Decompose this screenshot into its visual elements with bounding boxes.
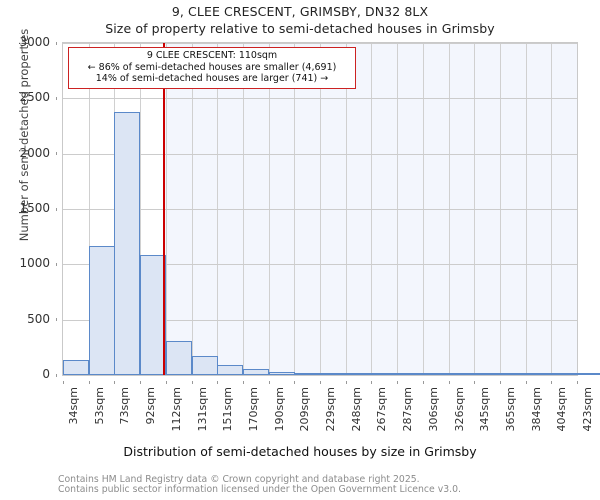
- histogram-bar: [346, 373, 372, 375]
- y-axis-tick-label: 1500: [19, 201, 50, 215]
- x-axis-tick-mark: [294, 381, 295, 384]
- histogram-bar: [243, 369, 269, 375]
- plot-area: [62, 42, 600, 376]
- histogram-bar: [114, 112, 140, 375]
- histogram-bar: [526, 373, 552, 375]
- y-axis-title-wrap: Number of semi-detached properties: [0, 0, 31, 420]
- x-axis-tick-mark: [192, 381, 193, 384]
- annotation-line-2: ← 86% of semi-detached houses are smalle…: [87, 61, 337, 73]
- property-annotation-box: 9 CLEE CRESCENT: 110sqm ← 86% of semi-de…: [68, 47, 356, 89]
- y-axis-tick-label: 500: [27, 311, 50, 326]
- x-axis-tick-label: 73sqm: [118, 387, 131, 425]
- histogram-bar: [474, 373, 500, 375]
- gridline-horizontal: [63, 320, 577, 321]
- y-axis-title: Number of semi-detached properties: [17, 28, 31, 242]
- y-axis-tick-mark: [56, 207, 57, 211]
- y-axis-tick-mark: [56, 262, 57, 266]
- x-axis-title: Distribution of semi-detached houses by …: [123, 444, 477, 459]
- histogram-bar: [423, 373, 449, 375]
- histogram-bar: [63, 360, 89, 375]
- x-axis-tick-mark: [217, 381, 218, 384]
- x-axis-tick-mark: [526, 381, 527, 384]
- histogram-bar: [140, 254, 166, 375]
- x-axis-tick-label: 384sqm: [530, 387, 543, 432]
- histogram-bar: [269, 372, 295, 375]
- x-axis-tick-label: 306sqm: [427, 387, 440, 432]
- x-axis-tick-label: 151sqm: [221, 387, 234, 432]
- x-axis-tick-label: 287sqm: [401, 387, 414, 432]
- y-axis-tick-label: 2000: [19, 145, 50, 160]
- y-axis-tick-mark: [56, 41, 57, 45]
- x-axis-tick-label: 404sqm: [555, 387, 568, 432]
- x-axis-tick-mark: [63, 381, 64, 384]
- histogram-bar: [500, 373, 526, 375]
- property-size-marker-line: [163, 43, 165, 375]
- x-axis-tick-label: 365sqm: [504, 387, 517, 432]
- x-axis-tick-mark: [166, 381, 167, 384]
- x-axis-tick-mark: [397, 381, 398, 384]
- gridline-horizontal: [63, 154, 577, 155]
- x-axis-tick-mark: [551, 381, 552, 384]
- footer-line-1: Contains HM Land Registry data © Crown c…: [58, 474, 420, 485]
- x-axis-tick-label: 92sqm: [144, 387, 157, 425]
- y-axis-tick-label: 2500: [19, 90, 50, 105]
- x-axis-tick-mark: [114, 381, 115, 384]
- x-axis-tick-label: 423sqm: [581, 387, 594, 432]
- x-axis-tick-label: 209sqm: [298, 387, 311, 432]
- y-axis-tick-label: 0: [42, 367, 50, 381]
- chart-title-line1: 9, CLEE CRESCENT, GRIMSBY, DN32 8LX: [171, 4, 429, 19]
- y-axis-tick-mark: [56, 318, 57, 322]
- footer-line-2: Contains public sector information licen…: [58, 484, 461, 495]
- histogram-bar: [320, 373, 346, 375]
- y-axis-tick-label: 3000: [19, 35, 50, 49]
- histogram-bar: [89, 245, 115, 375]
- x-axis-tick-label: 229sqm: [324, 387, 337, 432]
- x-axis-tick-mark: [577, 381, 578, 384]
- histogram-bar: [217, 364, 243, 375]
- x-axis-tick-mark: [140, 381, 141, 384]
- x-axis-tick-mark: [500, 381, 501, 384]
- x-axis-tick-mark: [449, 381, 450, 384]
- gridline-horizontal: [63, 43, 577, 44]
- y-axis-tick-mark: [56, 152, 57, 156]
- x-axis-tick-label: 326sqm: [453, 387, 466, 432]
- x-axis-tick-label: 248sqm: [350, 387, 363, 432]
- x-axis-tick-label: 345sqm: [478, 387, 491, 432]
- x-axis-tick-label: 34sqm: [67, 387, 80, 425]
- x-axis-tick-mark: [346, 381, 347, 384]
- x-axis-tick-label: 190sqm: [273, 387, 286, 432]
- y-axis-tick-mark: [56, 96, 57, 100]
- histogram-bar: [397, 373, 423, 375]
- x-axis-tick-label: 170sqm: [247, 387, 260, 432]
- x-axis-tick-label: 267sqm: [375, 387, 388, 432]
- histogram-bar: [166, 340, 192, 375]
- gridline-horizontal: [63, 98, 577, 99]
- y-axis-tick-mark: [56, 373, 57, 377]
- histogram-bar: [551, 373, 577, 375]
- histogram-bar: [449, 373, 475, 375]
- x-axis-tick-mark: [269, 381, 270, 384]
- x-axis-tick-mark: [89, 381, 90, 384]
- x-axis-tick-mark: [423, 381, 424, 384]
- x-axis-tick-mark: [474, 381, 475, 384]
- gridline-horizontal: [63, 264, 577, 265]
- y-axis-tick-label: 1000: [19, 256, 50, 271]
- x-axis-tick-mark: [371, 381, 372, 384]
- x-axis-tick-label: 131sqm: [196, 387, 209, 432]
- histogram-bar: [192, 355, 218, 375]
- x-axis-tick-mark: [320, 381, 321, 384]
- x-axis-tick-label: 112sqm: [170, 387, 183, 432]
- x-axis-tick-labels: 34sqm 53sqm 73sqm 92sqm 112sqm 131sqm 151sqm 17…: [62, 381, 594, 439]
- chart-subtitle: Size of property relative to semi-detach…: [105, 21, 495, 36]
- y-axis-tick-labels: 0 500 1000 1500 2000 2500 3000: [0, 0, 58, 500]
- annotation-line-1: 9 CLEE CRESCENT: 110sqm: [146, 50, 278, 61]
- x-axis-tick-label: 53sqm: [93, 387, 106, 425]
- x-axis-tick-mark: [243, 381, 244, 384]
- gridline-horizontal: [63, 209, 577, 210]
- histogram-bar: [371, 373, 397, 375]
- annotation-line-3: 14% of semi-detached houses are larger (…: [95, 73, 329, 85]
- histogram-bar: [294, 373, 320, 375]
- histogram-bar: [577, 373, 600, 375]
